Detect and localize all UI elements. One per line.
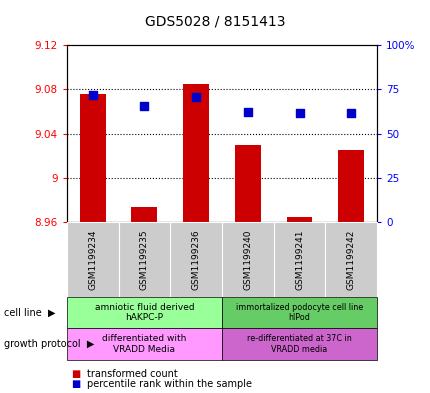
Text: differentiated with
VRADD Media: differentiated with VRADD Media (102, 334, 186, 354)
Bar (131, 207, 157, 222)
Point (141, 103, 147, 109)
Bar (183, 84, 209, 222)
Text: cell line  ▶: cell line ▶ (4, 307, 55, 318)
Point (347, 110, 354, 116)
Text: transformed count: transformed count (87, 369, 178, 379)
Text: re-differentiated at 37C in
VRADD media: re-differentiated at 37C in VRADD media (246, 334, 351, 354)
Text: GSM1199235: GSM1199235 (140, 229, 148, 290)
Point (192, 94, 199, 100)
Bar (234, 145, 260, 222)
Point (295, 110, 302, 116)
Point (244, 108, 251, 115)
Text: percentile rank within the sample: percentile rank within the sample (87, 379, 252, 389)
Bar (286, 217, 312, 222)
Text: GSM1199236: GSM1199236 (191, 229, 200, 290)
Text: immortalized podocyte cell line
hIPod: immortalized podocyte cell line hIPod (235, 303, 362, 322)
Text: GDS5028 / 8151413: GDS5028 / 8151413 (145, 15, 285, 29)
Text: GSM1199234: GSM1199234 (88, 229, 97, 290)
Text: ■: ■ (71, 379, 80, 389)
Text: GSM1199241: GSM1199241 (295, 229, 303, 290)
Bar (338, 150, 363, 222)
Text: GSM1199240: GSM1199240 (243, 229, 252, 290)
Bar (80, 94, 105, 222)
Text: growth protocol  ▶: growth protocol ▶ (4, 339, 95, 349)
Point (89, 92, 96, 98)
Text: GSM1199242: GSM1199242 (346, 229, 355, 290)
Text: amniotic fluid derived
hAKPC-P: amniotic fluid derived hAKPC-P (94, 303, 194, 322)
Text: ■: ■ (71, 369, 80, 379)
